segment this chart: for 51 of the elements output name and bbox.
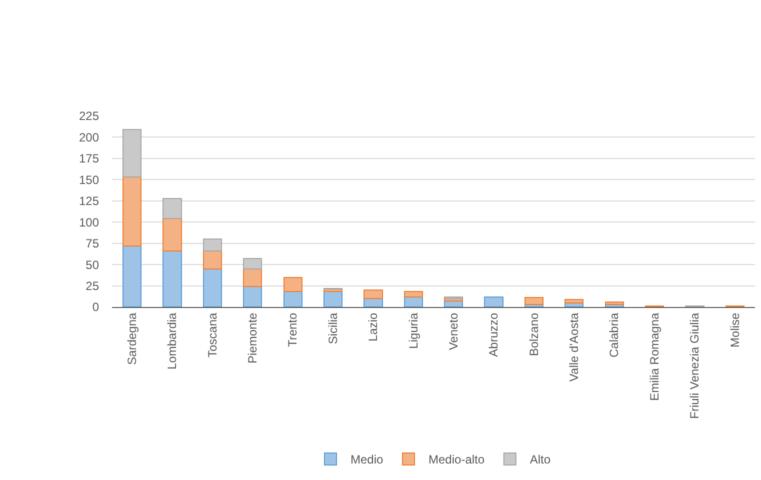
x-tick-label: Lazio	[366, 312, 380, 342]
x-tick-label: Abruzzo	[486, 312, 501, 357]
bar	[122, 129, 142, 178]
bar	[364, 290, 383, 300]
x-tick-label: Liguria	[406, 312, 420, 349]
bar	[484, 296, 504, 307]
y-tick-label: 200	[78, 130, 100, 144]
x-tick-label: Molise	[728, 312, 742, 348]
bar	[243, 286, 262, 307]
y-tick-label: 75	[86, 236, 100, 251]
y-tick-label: 0	[92, 300, 100, 314]
x-tick-label: Piemonte	[246, 312, 260, 364]
x-tick-label: Toscana	[205, 312, 220, 358]
bar	[364, 298, 383, 307]
bar	[243, 268, 262, 288]
bar	[524, 297, 544, 305]
bar	[162, 250, 182, 307]
x-tick-label: Emilia Romagna	[647, 312, 662, 401]
bar	[162, 218, 182, 252]
bar	[162, 198, 182, 220]
y-tick-label: 225	[78, 109, 100, 124]
x-tick-label: Trento	[286, 312, 300, 348]
bar	[564, 298, 584, 304]
bar	[283, 276, 302, 292]
x-tick-label: Sicilia	[326, 312, 340, 344]
bar	[202, 238, 222, 252]
legend-label: Medio-alto	[428, 452, 485, 467]
bar	[202, 250, 222, 270]
legend-label: Medio	[350, 452, 384, 467]
legend-label: Alto	[530, 452, 551, 467]
bar	[604, 301, 624, 305]
x-tick-label: Valle d'Aosta	[567, 312, 582, 382]
y-tick-label: 25	[86, 278, 100, 293]
bar	[283, 291, 302, 307]
bar	[323, 291, 343, 307]
y-tick-label: 50	[86, 258, 100, 272]
x-tick-label: Friuli Venezia Giulia	[688, 312, 702, 419]
y-tick-label: 175	[78, 152, 100, 166]
x-tick-label: Veneto	[446, 312, 460, 350]
bar	[404, 291, 423, 298]
x-tick-label: Sardegna	[124, 312, 139, 365]
x-tick-label: Bolzano	[526, 312, 541, 356]
x-tick-label: Lombardia	[165, 312, 180, 370]
y-tick-label: 125	[78, 194, 100, 208]
bar	[122, 176, 142, 246]
y-tick-label: 100	[78, 215, 100, 230]
bar	[122, 245, 142, 307]
x-tick-label: Calabria	[607, 312, 622, 358]
bar	[202, 268, 222, 307]
y-tick-label: 150	[78, 172, 100, 187]
bar	[243, 258, 262, 270]
